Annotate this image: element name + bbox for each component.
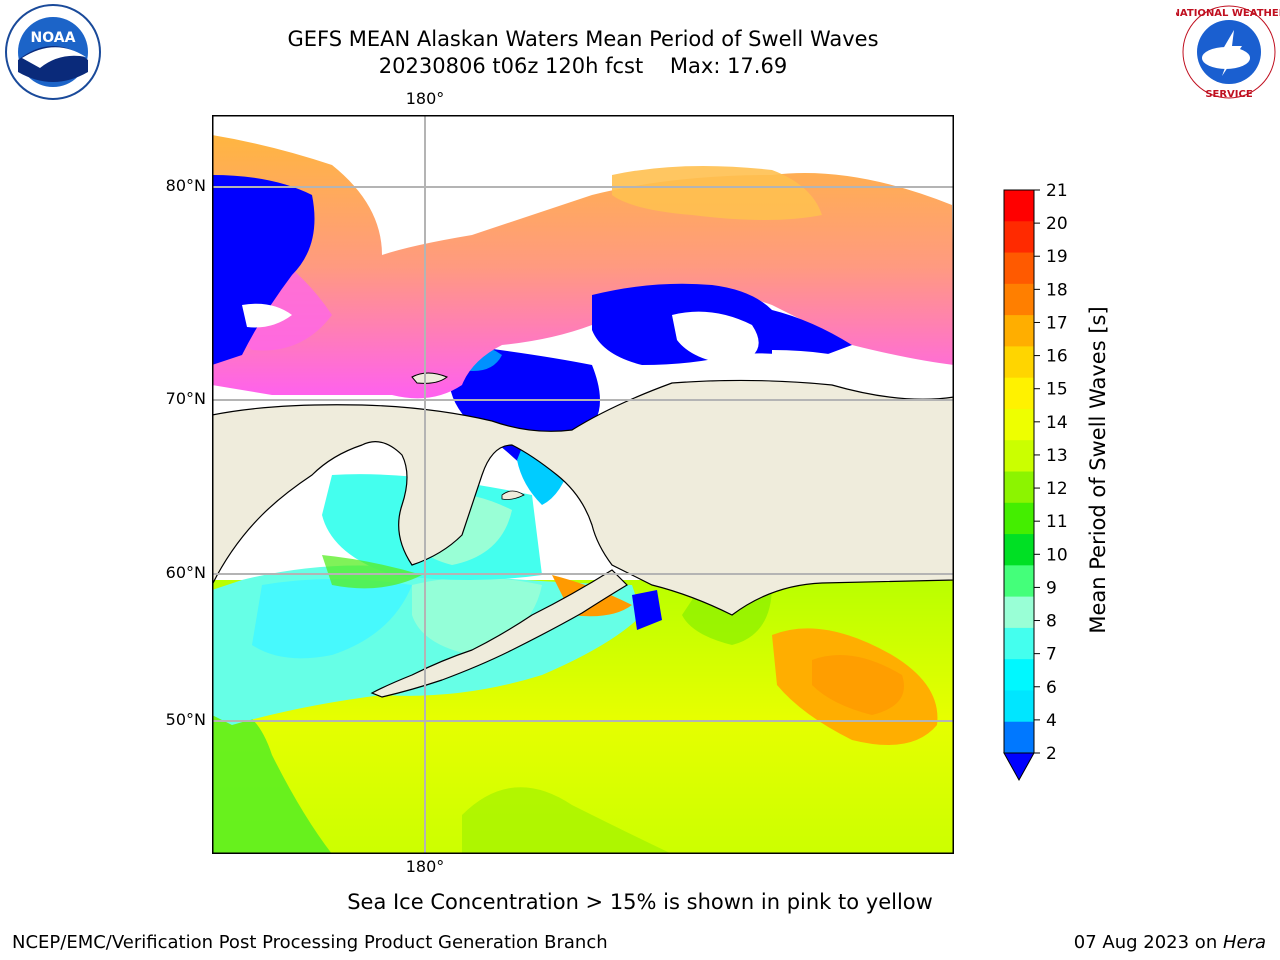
footer-credit: NCEP/EMC/Verification Post Processing Pr… — [12, 932, 608, 953]
alaska-siberia-landmass — [212, 379, 954, 616]
max-value-label: Max: 17.69 — [669, 54, 788, 78]
colorbar-tick-label: 19 — [1046, 247, 1068, 267]
colorbar-swatch — [1004, 659, 1034, 691]
footer-host: Hera — [1222, 932, 1266, 953]
noaa-logo-icon: NOAA — [0, 2, 106, 102]
west-pacific-green-patch — [212, 710, 332, 854]
map-panel — [212, 115, 954, 854]
alaska-peninsula — [370, 569, 628, 698]
colorbar-swatch — [1004, 252, 1034, 285]
colorbar: 21 20 19 18 17 16 15 14 13 12 11 10 9 8 7 6 4 2 — [994, 180, 1114, 790]
colorbar-tick-label: 17 — [1046, 313, 1068, 333]
noaa-logo-text: NOAA — [31, 30, 76, 46]
colorbar-tick-label: 20 — [1046, 214, 1068, 234]
colorbar-tick-label: 7 — [1046, 645, 1057, 665]
map-svg — [212, 115, 954, 854]
map-frame — [212, 115, 954, 854]
nws-logo-icon: NATIONAL WEATHER SERVICE — [1176, 2, 1280, 102]
lat-label-60n: 60°N — [165, 563, 206, 582]
colorbar-swatch — [1004, 627, 1034, 660]
sea-ice-caption: Sea Ice Concentration > 15% is shown in … — [347, 890, 933, 914]
colorbar-tick-label: 6 — [1046, 678, 1057, 698]
colorbar-swatch — [1004, 315, 1034, 347]
colorbar-tick-label: 14 — [1046, 413, 1068, 433]
colorbar-swatch — [1004, 346, 1034, 379]
colorbar-swatch — [1004, 721, 1034, 754]
colorbar-swatch — [1004, 471, 1034, 504]
colorbar-swatch — [1004, 283, 1034, 316]
colorbar-swatch — [1004, 690, 1034, 723]
colorbar-label: Mean Period of Swell Waves [s] — [1086, 306, 1110, 634]
colorbar-tick-label: 2 — [1046, 744, 1057, 764]
colorbar-tick-label: 12 — [1046, 479, 1068, 499]
lon-label-bottom: 180° — [405, 857, 445, 876]
colorbar-tick-label: 4 — [1046, 711, 1057, 731]
colorbar-svg: 21 20 19 18 17 16 15 14 13 12 11 10 9 8 7 6 4 2 — [1003, 181, 1068, 782]
footer-date: 07 Aug 2023 on Hera — [1074, 932, 1266, 953]
colorbar-tick-label: 15 — [1046, 380, 1068, 400]
footer-date-text: 07 Aug 2023 on — [1073, 932, 1223, 953]
colorbar-tick-label: 18 — [1046, 280, 1068, 300]
colorbar-swatch — [1004, 596, 1034, 629]
colorbar-tick-label: 8 — [1046, 612, 1057, 632]
colorbar-tick-label: 10 — [1046, 545, 1068, 565]
colorbar-tick-label: 11 — [1046, 512, 1068, 532]
lat-label-70n: 70°N — [165, 389, 206, 408]
colorbar-swatch — [1004, 408, 1034, 441]
colorbar-frame — [1003, 189, 1035, 754]
chart-title: GEFS MEAN Alaskan Waters Mean Period of … — [287, 27, 879, 51]
colorbar-underflow-arrow — [1003, 752, 1035, 782]
lon-label-top: 180° — [405, 89, 445, 108]
chart-subtitle: 20230806 t06z 120h fcst Max: 17.69 — [183, 53, 983, 80]
arctic-open-water-west — [212, 175, 315, 365]
forecast-run-label: 20230806 t06z 120h fcst — [378, 54, 644, 78]
colorbar-swatch — [1004, 190, 1034, 222]
colorbar-swatch — [1004, 221, 1034, 254]
colorbar-swatch — [1004, 377, 1034, 410]
svg-text:SERVICE: SERVICE — [1205, 89, 1253, 100]
colorbar-swatch — [1004, 440, 1034, 472]
colorbar-tick-label: 9 — [1046, 578, 1057, 598]
colorbar-swatch — [1004, 565, 1034, 598]
colorbar-tick-label: 16 — [1046, 347, 1068, 367]
colorbar-tick-label: 21 — [1046, 181, 1068, 201]
colorbar-swatch — [1004, 502, 1034, 535]
nws-logo-text: NATIONAL WEATHER — [1176, 8, 1280, 19]
lat-label-80n: 80°N — [165, 176, 206, 195]
lat-label-50n: 50°N — [165, 710, 206, 729]
colorbar-swatch — [1004, 534, 1034, 566]
colorbar-tick-label: 13 — [1046, 446, 1068, 466]
